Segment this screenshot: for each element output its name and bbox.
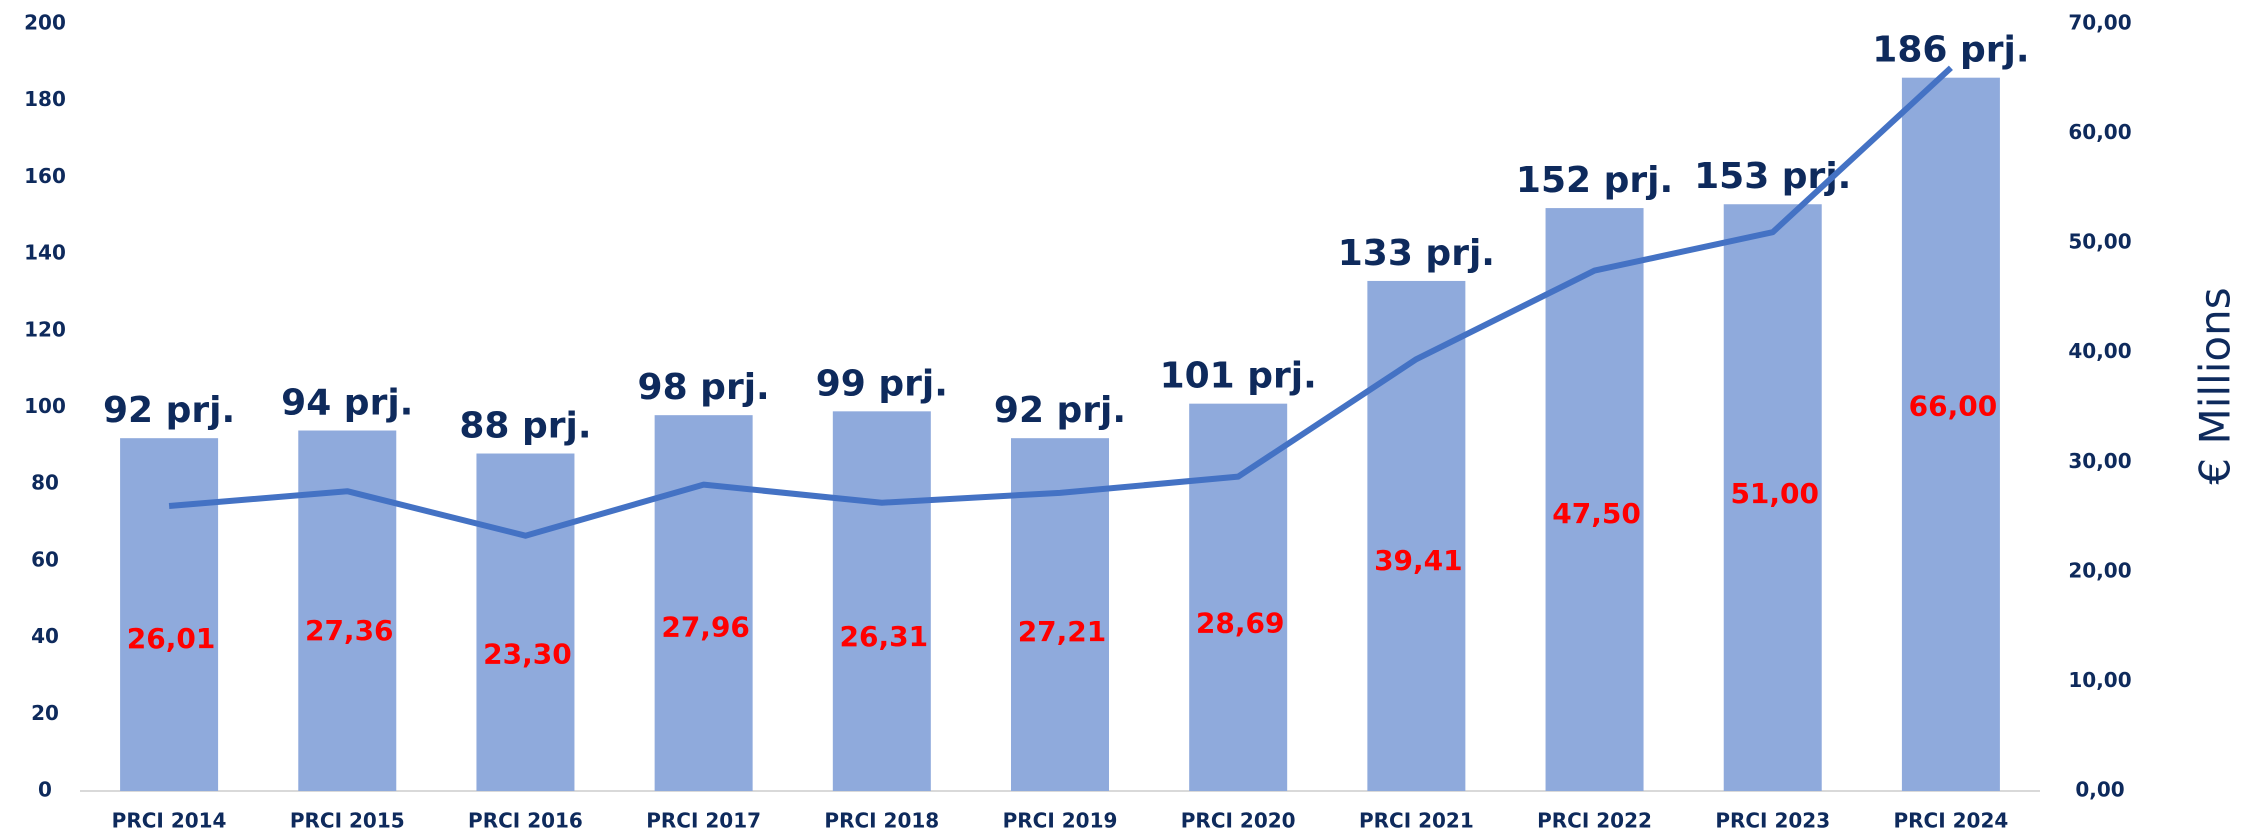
- bar: [1545, 208, 1644, 791]
- y2-tick-label: 60,00: [2068, 120, 2131, 144]
- x-tick-label: PRCI 2022: [1537, 809, 1652, 832]
- y2-tick-label: 30,00: [2068, 449, 2131, 473]
- y2-tick-label: 20,00: [2068, 558, 2131, 582]
- bar: [1723, 204, 1822, 791]
- bar-label: 133 prj.: [1338, 233, 1495, 274]
- y2-axis-title: € Millions: [2191, 287, 2240, 484]
- line: [168, 65, 1953, 539]
- bar: [1901, 77, 2000, 791]
- bar-label: 92 prj.: [103, 390, 235, 431]
- y-tick-label: 20: [31, 701, 59, 725]
- bar: [654, 415, 753, 791]
- x-tick-label: PRCI 2014: [112, 809, 227, 832]
- x-tick-label: PRCI 2015: [290, 809, 405, 832]
- y-tick-label: 140: [24, 241, 66, 265]
- y-tick-label: 200: [24, 11, 66, 35]
- line-label: 66,00: [1909, 390, 1998, 423]
- y-tick-label: 100: [24, 394, 66, 418]
- x-tick-label: PRCI 2016: [468, 809, 583, 832]
- x-tick-label: PRCI 2019: [1003, 809, 1118, 832]
- x-tick-label: PRCI 2021: [1359, 809, 1474, 832]
- x-tick-label: PRCI 2020: [1181, 809, 1296, 832]
- line-label: 47,50: [1552, 497, 1641, 530]
- bar: [1189, 403, 1288, 791]
- line-label: 28,69: [1196, 606, 1285, 639]
- line-label: 27,21: [1018, 615, 1107, 648]
- y2-tick-label: 0,00: [2075, 778, 2124, 802]
- x-tick-label: PRCI 2018: [824, 809, 939, 832]
- x-tick-label: PRCI 2023: [1715, 809, 1830, 832]
- bar: [298, 430, 397, 791]
- y-tick-label: 0: [38, 778, 52, 802]
- y2-tick-label: 40,00: [2068, 339, 2131, 363]
- line-label: 27,96: [661, 611, 750, 644]
- line-label: 26,31: [840, 620, 929, 653]
- bar: [832, 411, 931, 791]
- bar: [120, 438, 219, 791]
- y-tick-label: 120: [24, 317, 66, 341]
- line-label: 26,01: [127, 622, 216, 655]
- bar-label: 98 prj.: [638, 367, 770, 408]
- y-tick-label: 160: [24, 164, 66, 188]
- y2-tick-label: 70,00: [2068, 11, 2131, 35]
- x-tick-label: PRCI 2017: [646, 809, 761, 832]
- y-tick-label: 180: [24, 87, 66, 111]
- bar-label: 101 prj.: [1160, 356, 1317, 397]
- line-label: 51,00: [1730, 477, 1819, 510]
- y2-tick-label: 10,00: [2068, 668, 2131, 692]
- line-label: 39,41: [1374, 544, 1463, 577]
- y-tick-label: 60: [31, 547, 59, 571]
- bar-label: 88 prj.: [459, 406, 591, 447]
- bar-label: 94 prj.: [281, 383, 413, 424]
- bar-label: 92 prj.: [994, 390, 1126, 431]
- bar-label: 153 prj.: [1694, 156, 1851, 197]
- line-label: 23,30: [483, 638, 572, 671]
- line-label: 27,36: [305, 614, 394, 647]
- y-tick-label: 40: [31, 624, 59, 648]
- bar-label: 99 prj.: [816, 363, 948, 404]
- y2-tick-label: 50,00: [2068, 230, 2131, 254]
- bar: [1367, 280, 1466, 791]
- bar-label: 152 prj.: [1516, 160, 1673, 201]
- x-tick-label: PRCI 2024: [1894, 809, 2009, 832]
- bar: [476, 453, 575, 791]
- y-tick-label: 80: [31, 471, 59, 495]
- bar-label: 186 prj.: [1872, 30, 2029, 71]
